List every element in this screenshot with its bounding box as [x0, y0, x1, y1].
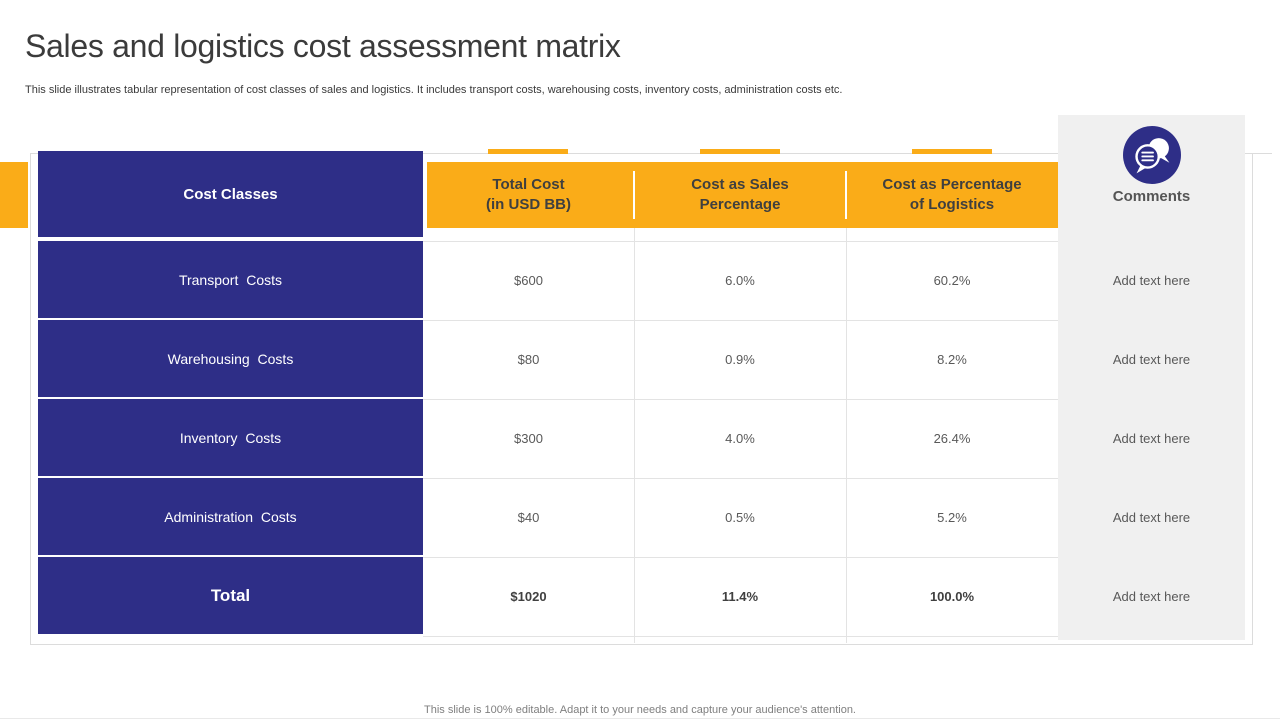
comment-placeholder[interactable]: Add text here [1112, 431, 1191, 446]
comment-placeholder[interactable]: Add text here [1112, 589, 1191, 604]
row-label-administration: Administration Costs [38, 478, 423, 555]
column-header-total-cost: Total Cost (in USD BB) [423, 162, 634, 228]
cell-transport-total-cost: $600 [514, 273, 543, 288]
grid-line-horizontal [423, 241, 1058, 242]
bottom-rule [0, 718, 1280, 719]
footer-note: This slide is 100% editable. Adapt it to… [424, 704, 856, 716]
speech-bubbles-icon [1122, 126, 1181, 184]
grid-line-horizontal [423, 320, 1058, 321]
cell-warehousing-sales-pct: 0.9% [725, 352, 755, 367]
grid-line-horizontal [423, 557, 1058, 558]
row-label-text: Inventory Costs [179, 429, 282, 446]
row-header-label: Cost Classes [183, 185, 278, 203]
cell-inventory-logistics-pct: 26.4% [933, 431, 971, 446]
column-header-line: Percentage [699, 196, 781, 213]
row-label-text: Administration Costs [164, 508, 297, 525]
cell-administration-total-cost: $40 [517, 510, 540, 525]
comment-placeholder[interactable]: Add text here [1112, 273, 1191, 288]
row-header-cost-classes: Cost Classes [38, 151, 423, 237]
page-subtitle: This slide illustrates tabular represent… [25, 84, 843, 96]
column-header-line: Cost as Percentage [882, 176, 1022, 193]
table-frame [30, 153, 1253, 645]
grid-line-horizontal [423, 636, 1058, 637]
comments-panel [1058, 115, 1245, 640]
row-label-total: Total [38, 557, 423, 634]
table-frame-extension [1252, 153, 1272, 154]
header-band-left [0, 162, 28, 228]
cell-administration-logistics-pct: 5.2% [937, 510, 967, 525]
cell-warehousing-logistics-pct: 8.2% [937, 352, 967, 367]
column-header-line: Total Cost [492, 176, 565, 193]
grid-line-vertical [634, 228, 635, 643]
grid-line-horizontal [423, 478, 1058, 479]
column-header-line: of Logistics [909, 196, 995, 213]
cell-total-sales-pct: 11.4% [721, 589, 759, 604]
grid-line-vertical [846, 228, 847, 643]
comments-header: Comments [1058, 126, 1245, 205]
comment-placeholder[interactable]: Add text here [1112, 510, 1191, 525]
header-separator [845, 171, 847, 219]
grid-line-horizontal [423, 399, 1058, 400]
row-label-warehousing: Warehousing Costs [38, 320, 423, 397]
column-header-logistics-percentage: Cost as Percentage of Logistics [846, 162, 1058, 228]
cell-administration-sales-pct: 0.5% [725, 510, 755, 525]
page-title: Sales and logistics cost assessment matr… [25, 28, 621, 64]
comment-placeholder[interactable]: Add text here [1112, 352, 1191, 367]
row-label-text: Transport Costs [178, 271, 283, 288]
cell-transport-logistics-pct: 60.2% [933, 273, 971, 288]
cell-transport-sales-pct: 6.0% [725, 273, 755, 288]
accent-dash [488, 149, 568, 154]
comments-label: Comments [1112, 188, 1191, 205]
column-header-line: (in USD BB) [486, 196, 571, 213]
row-label-text: Warehousing Costs [167, 350, 294, 367]
column-header-sales-percentage: Cost as Sales Percentage [634, 162, 846, 228]
row-label-inventory: Inventory Costs [38, 399, 423, 476]
accent-dash [700, 149, 780, 154]
cell-inventory-total-cost: $300 [514, 431, 543, 446]
row-label-text: Total [210, 585, 251, 605]
accent-dash [912, 149, 992, 154]
row-label-transport: Transport Costs [38, 241, 423, 318]
cell-total-logistics-pct: 100.0% [929, 589, 975, 604]
column-header-line: Cost as Sales [691, 176, 789, 193]
header-band [427, 162, 1058, 228]
header-separator [633, 171, 635, 219]
cell-warehousing-total-cost: $80 [517, 352, 540, 367]
cell-inventory-sales-pct: 4.0% [725, 431, 755, 446]
cell-total-total-cost: $1020 [510, 589, 547, 604]
